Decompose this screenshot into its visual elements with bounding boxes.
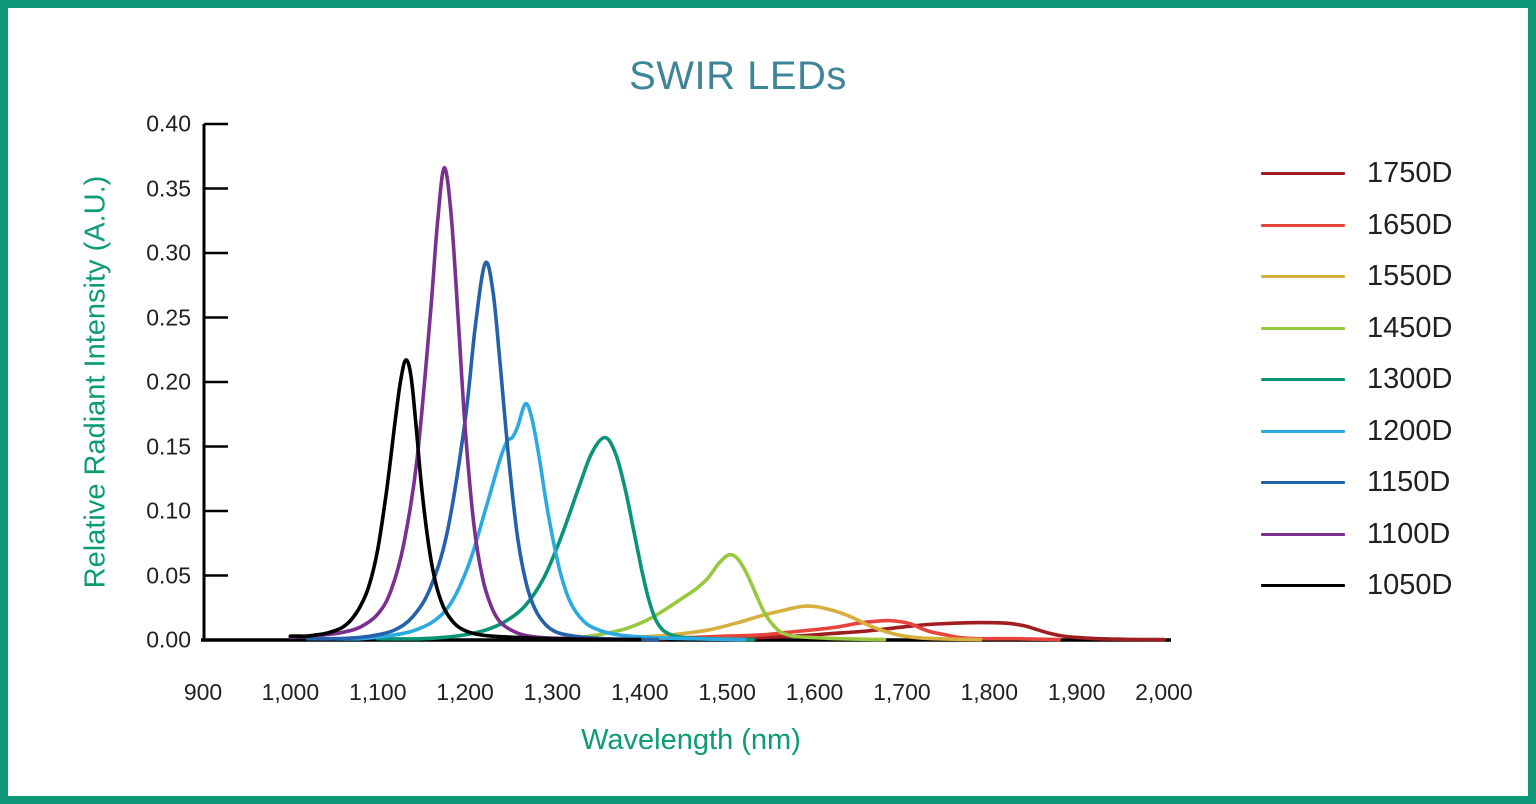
legend-color-line: [1261, 378, 1345, 382]
y-tick-label: 0.15: [146, 433, 191, 459]
y-tick-label: 0.25: [146, 304, 191, 330]
x-axis-title: Wavelength (nm): [581, 724, 801, 756]
y-tick-label: 0.05: [146, 562, 191, 588]
legend-item-1550D: 1550D: [1261, 251, 1452, 303]
legend: 1750D 1650D 1550D 1450D 1300D 1200D 1150D 1100D…: [1261, 148, 1452, 612]
series-curve-1200D: [332, 401, 747, 642]
series-curve-1550D: [620, 604, 983, 642]
legend-color-line: [1261, 326, 1345, 330]
chart-title: SWIR LEDs: [629, 54, 847, 98]
legend-color-line: [1261, 481, 1345, 485]
legend-item-1650D: 1650D: [1261, 200, 1452, 252]
legend-label: 1050D: [1367, 569, 1453, 602]
y-tick-label: 0.30: [146, 239, 191, 266]
legend-item-1450D: 1450D: [1261, 303, 1452, 355]
series-curve-1100D: [288, 166, 625, 642]
legend-item-1750D: 1750D: [1261, 148, 1452, 200]
series-curve-1450D: [550, 552, 887, 642]
series-curve-1300D: [375, 435, 756, 642]
x-tick-label: 1,600: [785, 679, 844, 705]
legend-label: 1200D: [1367, 414, 1453, 447]
series-curve-1150D: [306, 260, 660, 642]
x-tick-label: 1,900: [1047, 679, 1106, 705]
legend-color-line: [1261, 584, 1345, 588]
series-curve-1050D: [288, 358, 642, 642]
legend-label: 1100D: [1367, 517, 1451, 550]
y-axis-title: Relative Radiant Intensity (A.U.): [79, 175, 112, 589]
x-tick-label: 1,500: [698, 679, 756, 705]
x-tick-label: 1,300: [523, 679, 582, 705]
legend-color-line: [1261, 429, 1345, 433]
legend-color-line: [1261, 532, 1345, 536]
legend-color-line: [1261, 172, 1345, 176]
legend-item-1100D: 1100D: [1261, 509, 1452, 561]
x-tick-label: 1,700: [873, 679, 931, 705]
legend-color-line: [1261, 223, 1345, 227]
x-tick-label: 1,000: [261, 679, 320, 705]
legend-item-1200D: 1200D: [1261, 406, 1452, 458]
series-curve-1750D: [725, 620, 1166, 642]
legend-label: 1150D: [1367, 466, 1451, 499]
x-tick-label: 1,100: [348, 679, 407, 705]
x-tick-label: 900: [183, 679, 223, 705]
x-tick-label: 1,400: [611, 679, 669, 705]
legend-label: 1650D: [1367, 208, 1453, 241]
series-curve-1650D: [655, 618, 1061, 642]
chart-canvas: [201, 122, 1171, 642]
y-tick-label: 0.10: [146, 497, 191, 524]
y-tick-label: 0.40: [146, 110, 191, 137]
y-tick-label: 0.20: [146, 368, 191, 395]
legend-item-1150D: 1150D: [1261, 457, 1452, 509]
x-tick-label: 1,800: [960, 679, 1019, 705]
legend-label: 1750D: [1367, 157, 1453, 190]
y-tick-label: 0.35: [146, 175, 191, 201]
legend-label: 1450D: [1367, 311, 1453, 344]
legend-color-line: [1261, 275, 1345, 279]
legend-item-1300D: 1300D: [1261, 354, 1452, 406]
y-tick-label: 0.00: [146, 626, 191, 653]
legend-item-1050D: 1050D: [1261, 560, 1452, 612]
legend-label: 1300D: [1367, 363, 1453, 396]
legend-label: 1550D: [1367, 260, 1453, 293]
x-tick-label: 1,200: [436, 679, 494, 705]
x-tick-label: 2,000: [1135, 679, 1193, 705]
